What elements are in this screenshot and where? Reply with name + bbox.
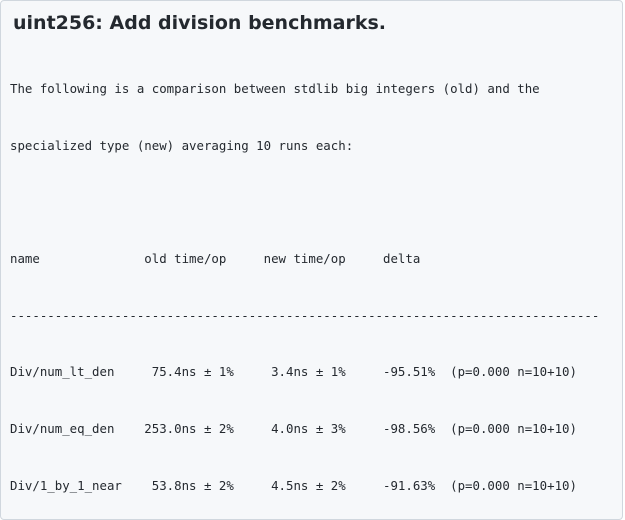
commit-title: uint256: Add division benchmarks. [13, 12, 387, 34]
table-header: name old time/op new time/op delta [10, 250, 421, 266]
commit-body: The following is a comparison between st… [10, 42, 600, 519]
table-row: Div/num_eq_den 253.0ns ± 2% 4.0ns ± 3% -… [10, 421, 577, 437]
table-row: Div/1_by_1_near 53.8ns ± 2% 4.5ns ± 2% -… [10, 477, 577, 493]
table-separator: ----------------------------------------… [10, 307, 600, 323]
blank-line [10, 193, 599, 212]
table-row: Div/num_lt_den 75.4ns ± 1% 3.4ns ± 1% -9… [10, 364, 577, 380]
intro-line: specialized type (new) averaging 10 runs… [10, 137, 354, 153]
intro-line: The following is a comparison between st… [10, 80, 540, 96]
